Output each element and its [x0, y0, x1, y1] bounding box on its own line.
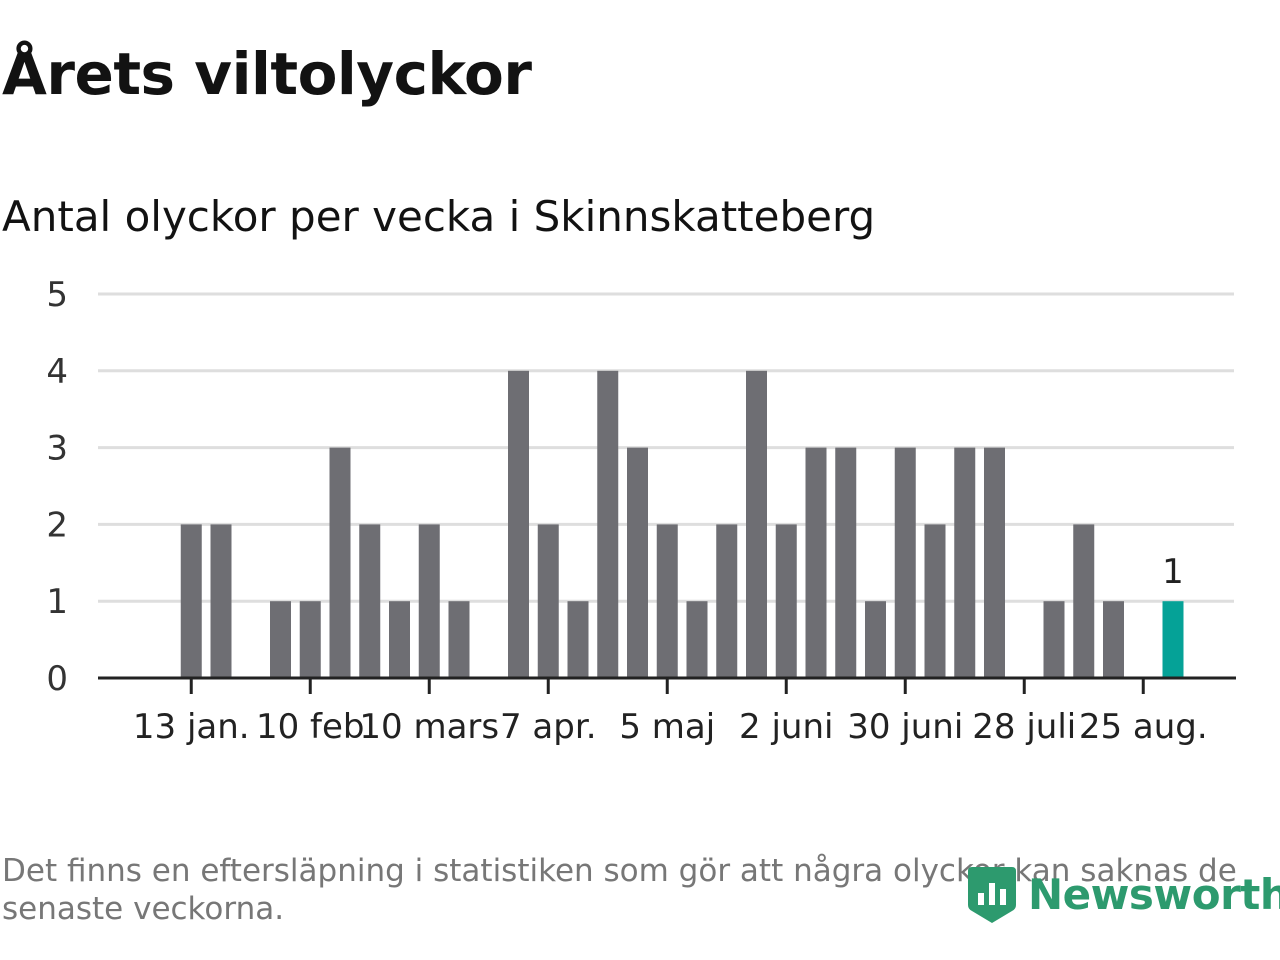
bar — [627, 447, 648, 678]
brand-logo: Newsworthy — [966, 862, 1280, 926]
bar — [597, 370, 619, 678]
bar — [805, 447, 827, 678]
data-labels: 1 — [1162, 552, 1184, 592]
bar — [180, 524, 202, 678]
bar — [448, 601, 470, 678]
data-label: 1 — [1162, 552, 1184, 592]
y-tick-label: 1 — [46, 582, 68, 622]
chart-title: Årets viltolyckor — [2, 40, 532, 108]
x-tick-label: 13 jan. — [133, 707, 250, 747]
bar — [389, 601, 410, 678]
bar — [835, 447, 857, 678]
bar — [746, 370, 767, 678]
bar — [537, 524, 559, 678]
bar-chart-badge-icon — [968, 867, 1016, 923]
y-tick-label: 4 — [46, 352, 68, 392]
x-tick-label: 25 aug. — [1079, 707, 1208, 747]
bar — [567, 601, 589, 678]
bar — [1043, 601, 1065, 678]
x-tick-label: 28 juli — [972, 707, 1076, 747]
bar — [954, 447, 976, 678]
bars — [180, 370, 1184, 678]
x-tick-label: 30 juni — [847, 707, 963, 747]
bar — [329, 447, 351, 678]
bar-highlight — [1162, 601, 1184, 678]
x-tick-label: 7 apr. — [500, 707, 597, 747]
bar — [894, 447, 916, 678]
bar — [656, 524, 678, 678]
bar — [418, 524, 440, 678]
bar — [508, 370, 529, 678]
x-tick-label: 10 feb — [256, 707, 365, 747]
bar — [686, 601, 708, 678]
y-tick-label: 5 — [46, 275, 68, 315]
bar — [299, 601, 321, 678]
bar — [1073, 524, 1095, 678]
bar — [716, 524, 738, 678]
bar — [1103, 601, 1124, 678]
bar — [270, 601, 291, 678]
bar — [359, 524, 381, 678]
bar — [775, 524, 797, 678]
brand-name: Newsworthy — [1028, 869, 1280, 919]
y-tick-label: 2 — [46, 505, 68, 545]
y-axis-ticks: 0 1 2 3 4 5 — [46, 275, 68, 699]
bar — [865, 601, 886, 678]
bar — [924, 524, 946, 678]
bar — [984, 447, 1005, 678]
x-tick-label: 5 maj — [619, 707, 715, 747]
footnote: Det finns en eftersläpning i statistiken… — [2, 853, 1237, 927]
y-tick-label: 3 — [46, 429, 68, 469]
bar — [210, 524, 232, 678]
x-tick-label: 2 juni — [739, 707, 833, 747]
chart-subtitle: Antal olyckor per vecka i Skinnskatteber… — [2, 192, 876, 241]
x-tick-label: 10 mars — [359, 707, 499, 747]
y-tick-label: 0 — [46, 659, 68, 699]
